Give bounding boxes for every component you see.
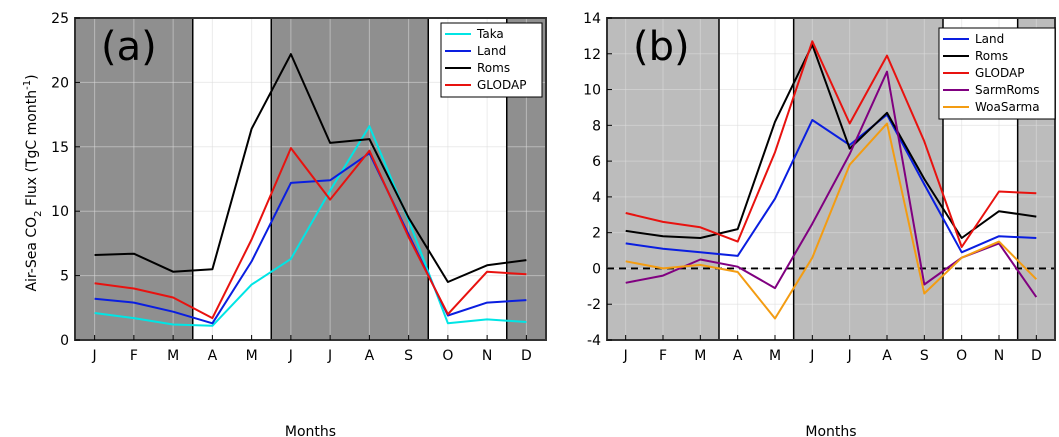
y-tick-label: 15 [51, 140, 69, 156]
x-tick-label: A [208, 348, 218, 364]
plot-frame [606, 17, 1056, 341]
x-tick-label: J [809, 348, 814, 364]
y-axis-label-part: -1 [22, 80, 33, 90]
legend-label-roms: Roms [975, 49, 1008, 63]
x-tick-label: M [694, 348, 706, 364]
x-tick-label: A [882, 348, 892, 364]
legend-label-glodap: GLODAP [975, 66, 1024, 80]
legend-label-roms: Roms [477, 61, 510, 75]
panel-label: (b) [633, 24, 690, 70]
y-axis-label-part: Air-Sea CO [24, 217, 40, 292]
x-tick-label: S [920, 348, 929, 364]
series-line-glodap [94, 147, 527, 320]
x-tick-label: J [623, 348, 628, 364]
x-tick-label: M [769, 348, 781, 364]
y-tick-label: 6 [592, 154, 601, 170]
x-tick-label: J [288, 348, 293, 364]
legend-label-glodap: GLODAP [477, 78, 526, 92]
y-axis-label-part: Flux (TgC month [24, 90, 40, 211]
y-tick-label: 10 [51, 204, 69, 220]
series-line-woasarma [625, 122, 1038, 320]
y-tick-label: -2 [587, 297, 601, 313]
y-tick-label: 10 [583, 83, 601, 99]
plot-frame [74, 17, 547, 341]
y-axis-label-part: ) [24, 74, 40, 79]
x-tick-label: O [442, 348, 453, 364]
x-tick-label: O [956, 348, 967, 364]
x-tick-label: F [130, 348, 138, 364]
series-line-glodap [625, 40, 1037, 248]
y-axis-label-part: 2 [33, 210, 44, 216]
series-line-land [625, 113, 1037, 257]
y-tick-label: 25 [51, 11, 69, 27]
y-tick-label: 0 [60, 333, 69, 349]
x-tick-label: N [994, 348, 1004, 364]
x-axis-label: Months [805, 424, 856, 437]
x-tick-label: F [659, 348, 667, 364]
x-tick-label: A [365, 348, 375, 364]
x-tick-label: M [246, 348, 258, 364]
y-tick-label: 2 [592, 226, 601, 242]
y-tick-label: -4 [587, 333, 601, 349]
x-tick-label: J [92, 348, 97, 364]
series-line-land [94, 152, 527, 325]
legend-label-sarmroms: SarmRoms [975, 83, 1039, 97]
series-line-roms [94, 53, 527, 283]
y-tick-label: 5 [60, 269, 69, 285]
y-tick-label: 12 [583, 47, 601, 63]
legend-label-land: Land [975, 32, 1004, 46]
shaded-band [793, 18, 943, 340]
y-tick-label: 4 [592, 190, 601, 206]
x-tick-label: J [327, 348, 332, 364]
y-tick-label: 8 [592, 118, 601, 134]
y-axis-label: Air-Sea CO2 Flux (TgC month-1) [22, 74, 44, 291]
x-tick-label: S [404, 348, 413, 364]
chart-panel-b: -4 -2 0 2 4 6 8 10 12 14 J F M A M J J A S O N D Months (b) Land… [583, 11, 1056, 437]
legend-label-woasarma: WoaSarma [975, 100, 1040, 114]
chart-panel-a: 0 5 10 15 20 25 J F M A M J J A S O N D Months (a) Air-Sea C… [22, 11, 547, 437]
series-line-taka [94, 125, 527, 327]
x-tick-label: D [1031, 348, 1042, 364]
y-tick-label: 14 [583, 11, 601, 27]
x-tick-label: M [167, 348, 179, 364]
x-axis-label: Months [285, 424, 336, 437]
x-tick-label: D [521, 348, 532, 364]
legend-label-land: Land [477, 44, 506, 58]
series-line-roms [625, 43, 1037, 239]
x-tick-label: J [847, 348, 852, 364]
y-tick-label: 0 [592, 261, 601, 277]
panel-label: (a) [101, 24, 157, 70]
legend-label-taka: Taka [476, 27, 504, 41]
y-tick-label: 20 [51, 75, 69, 91]
shaded-band [271, 18, 429, 340]
x-tick-label: N [482, 348, 492, 364]
x-tick-label: A [733, 348, 743, 364]
